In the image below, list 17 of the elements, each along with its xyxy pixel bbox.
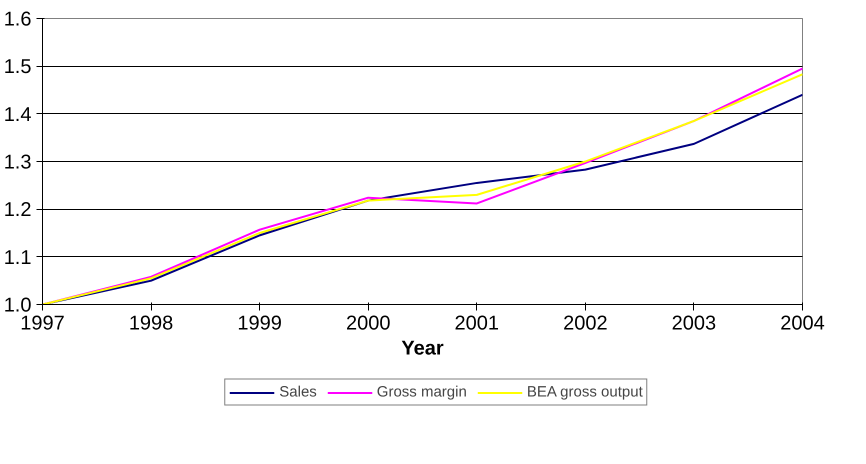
- y-tick-label: 1.3: [4, 152, 32, 174]
- legend-label: Gross margin: [376, 384, 467, 400]
- y-tick-label: 1.4: [4, 104, 32, 126]
- y-tick-label: 1.2: [4, 199, 32, 222]
- legend-label: Sales: [279, 384, 317, 400]
- x-tick-label: 2001: [454, 312, 500, 334]
- x-tick-label: 2003: [672, 312, 716, 334]
- x-tick-label: 2000: [346, 312, 390, 334]
- y-tick-label: 1.1: [4, 246, 32, 269]
- x-tick-label: 2002: [563, 312, 608, 334]
- y-tick-label: 1.6: [4, 8, 32, 30]
- x-tick-label: 1999: [237, 312, 282, 334]
- x-tick-label: 2004: [780, 312, 825, 334]
- x-axis-title: Year: [401, 338, 444, 360]
- legend-label: BEA gross output: [526, 384, 643, 400]
- x-tick-label: 1998: [128, 312, 174, 334]
- y-tick-label: 1.5: [4, 56, 32, 78]
